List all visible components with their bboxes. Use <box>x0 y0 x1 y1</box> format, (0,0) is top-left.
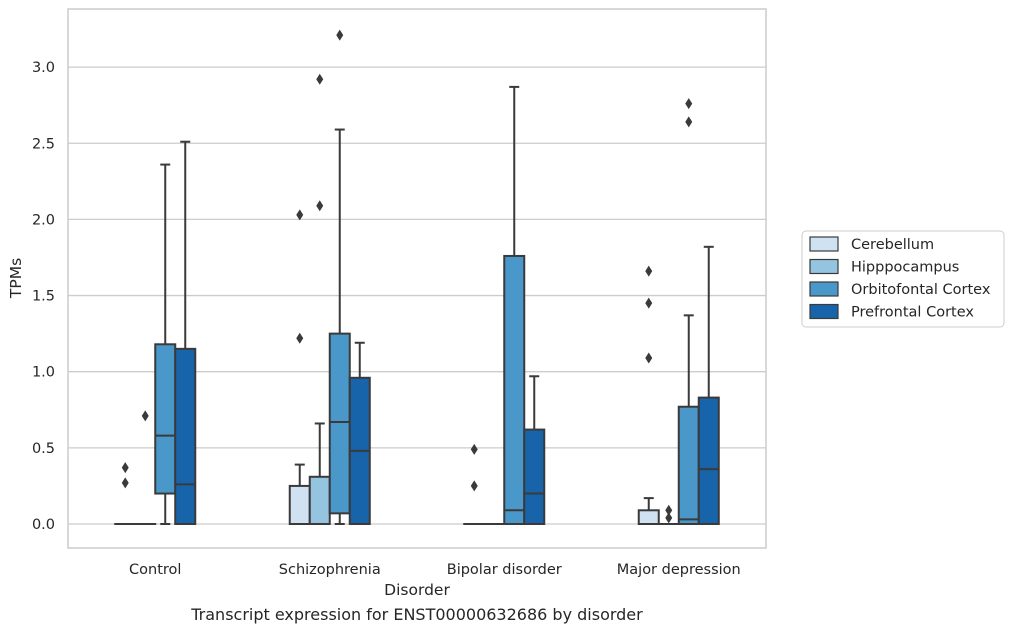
box-3-2 <box>523 375 546 526</box>
box-0-0 <box>114 462 137 526</box>
box-3-0 <box>174 140 197 526</box>
box-1-3 <box>657 504 680 526</box>
outlier-point <box>316 200 324 212</box>
box-0-2 <box>463 443 486 526</box>
box-body <box>288 484 311 525</box>
legend: Cerebellum Hipppocampus Orbitofontal Corte… <box>801 230 1005 328</box>
box-1-1 <box>308 73 331 525</box>
figure-caption: Transcript expression for ENST0000063268… <box>191 605 643 624</box>
legend-label: Cerebellum <box>851 237 934 253</box>
box-3-3 <box>697 245 720 525</box>
x-axis-ticks: Control Schizophrenia Bipolar disorder Majo… <box>129 562 741 578</box>
outlier-point <box>685 116 693 128</box>
y-tick-label: 0.0 <box>32 517 55 533</box>
box-body <box>697 396 720 525</box>
outlier-point <box>685 98 693 110</box>
x-tick-label: Schizophrenia <box>279 562 381 578</box>
box-body <box>328 332 351 515</box>
outlier-point <box>336 29 344 41</box>
legend-swatch <box>809 281 839 297</box>
box-2-3 <box>677 98 700 526</box>
y-axis-ticks: 0.0 0.5 1.0 1.5 2.0 2.5 3.0 <box>32 60 55 533</box>
box-body <box>677 405 700 526</box>
legend-swatch <box>809 258 839 275</box>
box-series <box>114 29 720 526</box>
y-tick-label: 3.0 <box>32 60 55 76</box>
outlier-point <box>645 352 653 364</box>
legend-frame <box>801 230 1005 328</box>
box-body <box>503 254 526 525</box>
box-body <box>154 343 177 495</box>
legend-label: Hipppocampus <box>851 260 959 276</box>
outlier-point <box>296 209 304 221</box>
box-0-1 <box>288 209 311 525</box>
x-tick-label: Control <box>129 562 181 578</box>
legend-label: Prefrontal Cortex <box>851 305 974 321</box>
y-tick-label: 2.0 <box>32 212 55 228</box>
outlier-point <box>121 477 129 489</box>
box-body <box>637 509 660 525</box>
box-body <box>523 428 546 526</box>
legend-swatch <box>809 236 839 252</box>
x-tick-label: Bipolar disorder <box>447 562 562 578</box>
box-body <box>308 475 331 525</box>
legend-label: Orbitofontal Cortex <box>851 282 991 298</box>
box-2-1 <box>328 29 351 525</box>
y-tick-label: 1.5 <box>32 289 55 305</box>
outlier-point <box>665 512 673 524</box>
outlier-point <box>665 504 673 516</box>
box-0-3 <box>637 265 660 525</box>
y-tick-label: 0.5 <box>32 441 55 457</box>
y-tick-label: 2.5 <box>32 136 55 152</box>
box-body <box>174 347 197 526</box>
outlier-point <box>141 410 149 422</box>
outlier-point <box>645 297 653 309</box>
box-1-0 <box>134 410 157 526</box>
x-axis-label: Disorder <box>384 581 450 599</box>
outlier-point <box>316 73 324 85</box>
y-axis-label: TPMs <box>7 258 25 299</box>
box-2-2 <box>503 85 526 525</box>
plot-frame <box>67 8 767 549</box>
x-tick-label: Major depression <box>617 562 741 578</box>
outlier-point <box>470 480 478 492</box>
legend-swatch <box>809 303 839 320</box>
outlier-point <box>645 265 653 277</box>
box-2-0 <box>154 163 177 525</box>
outlier-point <box>121 462 129 474</box>
outlier-point <box>296 332 304 344</box>
y-tick-label: 1.0 <box>32 365 55 381</box>
outlier-point <box>470 443 478 455</box>
box-3-1 <box>348 341 371 525</box>
